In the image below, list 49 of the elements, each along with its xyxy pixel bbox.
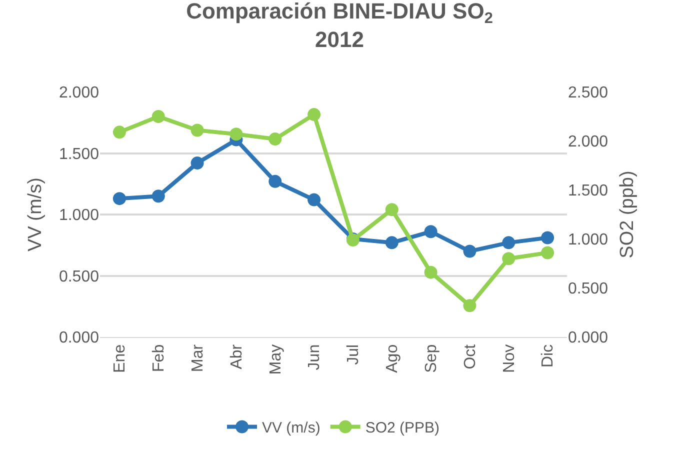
point — [541, 231, 554, 244]
point — [112, 192, 126, 206]
y2-tick-label: 1.000 — [568, 232, 608, 249]
point — [385, 203, 398, 216]
point — [385, 236, 398, 250]
point — [424, 266, 438, 279]
point — [268, 132, 282, 146]
y2-tick-label: 0.500 — [568, 280, 608, 298]
point — [308, 193, 321, 206]
y2-tick-label: 0.000 — [568, 330, 608, 347]
x-tick-label: Oct — [462, 344, 479, 370]
y2-tick-label: 1.500 — [568, 182, 608, 200]
point — [502, 252, 516, 266]
point — [308, 108, 321, 122]
y-tick-label: 1.500 — [58, 146, 100, 163]
point — [463, 244, 476, 258]
y-tick-label: 1.000 — [58, 207, 100, 224]
y-axis-title: VV (m/s) — [24, 178, 46, 252]
y-tick-label: 0.500 — [58, 268, 100, 286]
point — [463, 299, 476, 312]
point — [502, 236, 516, 250]
y2-tick-label: 2.500 — [568, 84, 608, 102]
x-tick-label: Abr — [228, 344, 246, 370]
point — [190, 156, 204, 170]
y-tick-label: 0.000 — [58, 330, 100, 347]
x-tick-label: May — [267, 344, 284, 375]
point — [152, 190, 165, 203]
x-tick-label: Sep — [422, 344, 440, 373]
point — [152, 110, 165, 123]
point — [541, 246, 554, 260]
point — [112, 126, 126, 139]
y-tick-label: 2.000 — [58, 84, 100, 102]
point — [424, 225, 438, 238]
point — [268, 174, 282, 188]
x-tick-label: Feb — [150, 344, 168, 372]
chart-title: Comparación BINE-DIAU SO$_{2}$ 2012 — [186, 0, 493, 52]
point — [230, 128, 243, 141]
y2-tick-label: 2.000 — [568, 134, 608, 151]
x-tick-label: Ago — [384, 344, 402, 373]
legend-label: SO2 (PPB) — [365, 420, 440, 437]
point — [190, 124, 204, 137]
x-tick-label: Mar — [189, 344, 206, 372]
x-tick-label: Ene — [112, 344, 129, 373]
x-tick-label: Dic — [540, 344, 557, 368]
x-tick-label: Nov — [500, 344, 518, 373]
x-tick-label: Jul — [345, 344, 362, 365]
x-tick-label: Jun — [306, 344, 324, 370]
legend-label: VV (m/s) — [262, 420, 320, 437]
y2-axis-title: SO2 (ppb) — [616, 170, 638, 258]
